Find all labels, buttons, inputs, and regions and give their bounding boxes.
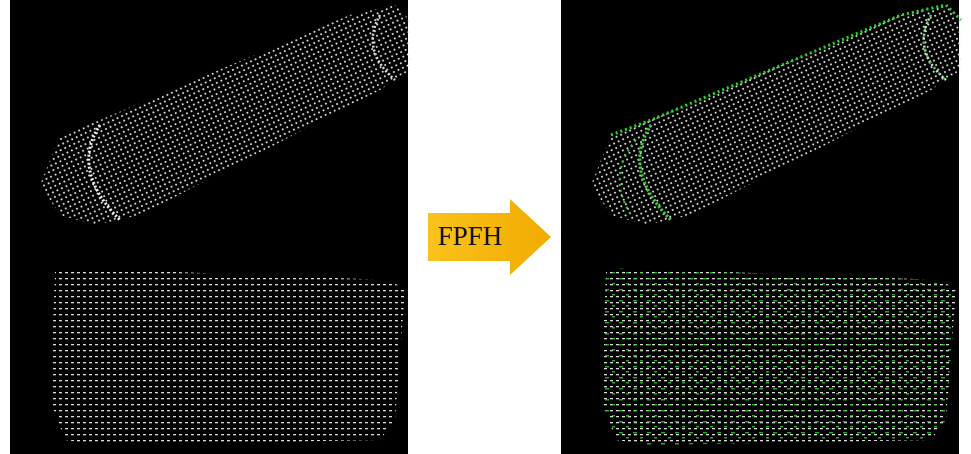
figure: FPFH	[0, 0, 971, 454]
arrow-label: FPFH	[438, 221, 503, 251]
original-point-cloud	[10, 0, 410, 454]
fpfh-point-cloud	[561, 0, 961, 454]
green-box-points	[601, 268, 956, 445]
arrow: FPFH	[428, 199, 551, 275]
